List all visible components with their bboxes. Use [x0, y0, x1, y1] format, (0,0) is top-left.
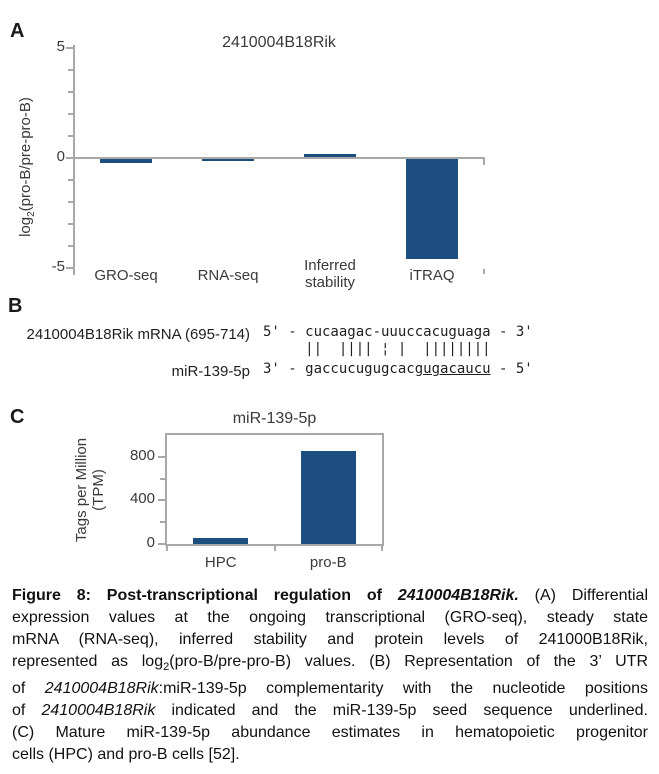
caption-line: represented as log2(pro-B/pre-pro-B) val… [12, 651, 648, 678]
y-axis-label-text: Tags per Million [73, 437, 90, 543]
bar-inferred-stability [304, 153, 356, 158]
panel-c-y-axis-label: Tags per Million (TPM) [73, 410, 107, 570]
x-axis-zero-line [75, 157, 485, 159]
y-axis-line [73, 45, 75, 275]
y-tick-label: 400 [129, 490, 155, 508]
y-axis-tick [68, 223, 73, 225]
y-axis-label-text: (TPM) [90, 469, 107, 511]
figure-caption: Figure 8: Post-transcriptional regulatio… [12, 585, 648, 766]
category-label: iTRAQ [409, 267, 455, 284]
mrna-row-label: 2410004B18Rik mRNA (695-714) [26, 326, 250, 343]
caption-text: expression values at the ongoing transcr… [12, 609, 648, 626]
y-axis-tick [160, 477, 165, 480]
axis-end-tick [483, 159, 485, 165]
caption-text: 2410004B18Rik [44, 680, 159, 698]
caption-text: of [12, 702, 42, 720]
caption-text: indicated and the miR-139-5p seed sequen… [155, 702, 648, 720]
bar-rna-seq [202, 159, 254, 161]
bar-itraq [406, 159, 458, 260]
y-axis-tick [68, 245, 73, 247]
mirna-sequence: 3' - gaccucugugcacgugacaucu - 5' [263, 361, 533, 377]
plot-frame [165, 433, 384, 546]
caption-text: (C) Mature miR-139-5p abundance estimate… [12, 724, 648, 742]
panel-b-label: B [8, 295, 23, 317]
x-axis-tick [273, 546, 276, 551]
mirna-sequence-suffix: - 5' [490, 361, 533, 377]
category-label: RNA-seq [197, 267, 259, 284]
caption-line: of 2410004B18Rik:miR-139-5p complementar… [12, 678, 648, 700]
category-label: HPC [204, 554, 237, 571]
panel-c-bar-chart: 0 400 800 HPC pro-B [130, 433, 384, 571]
y-axis-tick [68, 69, 73, 71]
caption-line: of 2410004B18Rik indicated and the miR-1… [12, 700, 648, 722]
caption-text: 2 [163, 661, 170, 674]
caption-line: Figure 8: Post-transcriptional regulatio… [12, 585, 648, 607]
caption-line: cells (HPC) and pro-B cells [52]. [12, 744, 648, 766]
category-label: GRO-seq [94, 267, 158, 284]
caption-text: 2410004B18Rik. [397, 587, 519, 604]
caption-line: (C) Mature miR-139-5p abundance estimate… [12, 722, 648, 744]
caption-line: mRNA (RNA-seq), inferred stability and p… [12, 629, 648, 651]
panel-a-label: A [10, 20, 25, 42]
caption-text: (A) Differential [518, 587, 649, 604]
caption-text: of [12, 680, 45, 698]
y-axis-tick [66, 47, 73, 49]
bar-pro-b [300, 451, 356, 544]
y-axis-label-subscript: 2 [26, 211, 37, 217]
y-axis-tick [66, 267, 73, 269]
x-axis-tick [166, 546, 168, 551]
y-axis-tick [158, 499, 165, 502]
caption-text: cells (HPC) and pro-B cells [52]. [12, 746, 240, 764]
caption-text: 2410004B18Rik [41, 702, 156, 720]
panel-c-chart-title: miR-139-5p [232, 410, 317, 427]
y-axis-tick [158, 543, 165, 545]
y-axis-tick [160, 521, 165, 524]
caption-text: :miR-139-5p complementarity with the nuc… [158, 680, 648, 698]
y-axis-label-text: log [17, 216, 34, 237]
caption-text: Figure 8: Post-transcriptional regulatio… [12, 587, 398, 604]
panel-a-chart-title: 2410004B18Rik [222, 34, 336, 51]
y-axis-tick [68, 113, 73, 115]
panel-a-y-axis-label: log2(pro-B/pre-pro-B) [16, 67, 37, 267]
bar-gro-seq [100, 159, 152, 164]
mirna-sequence-prefix: 3' - gaccucugugcacg [263, 361, 424, 377]
bar-hpc [193, 538, 249, 544]
caption-text: represented as log [12, 653, 164, 670]
axis-end-tick [483, 269, 485, 274]
x-axis-tick [381, 546, 383, 551]
seed-sequence: ugacaucu [423, 361, 491, 377]
caption-text: (pro-B/pre-pro-B) values. (B) Representa… [169, 653, 649, 670]
y-tick-label: 800 [129, 446, 155, 464]
y-tick-label: 0 [146, 534, 155, 551]
category-label: Inferred stability [304, 257, 356, 291]
y-tick-label: 5 [56, 38, 65, 55]
y-axis-tick [68, 135, 73, 137]
panel-c-label: C [10, 406, 25, 428]
mrna-sequence: 5' - cucaagac-uuuccacuguaga - 3' [263, 324, 533, 340]
y-tick-label: -5 [51, 258, 65, 275]
y-axis-tick [68, 179, 73, 181]
mirna-row-label: miR-139-5p [171, 363, 250, 380]
y-axis-tick [68, 201, 73, 203]
panel-a-bar-chart: -5 0 5 GRO-seq RNA-seq Inferred stability iTRA… [52, 38, 485, 291]
y-axis-tick [158, 455, 165, 458]
caption-line: expression values at the ongoing transcr… [12, 607, 648, 629]
y-tick-label: 0 [56, 148, 65, 165]
y-axis-tick [68, 91, 73, 93]
caption-text: mRNA (RNA-seq), inferred stability and p… [12, 631, 648, 648]
category-label: pro-B [309, 554, 347, 571]
y-axis-tick [66, 157, 73, 159]
base-pairing-bars: || |||| ¦ | |||||||| [263, 341, 491, 357]
